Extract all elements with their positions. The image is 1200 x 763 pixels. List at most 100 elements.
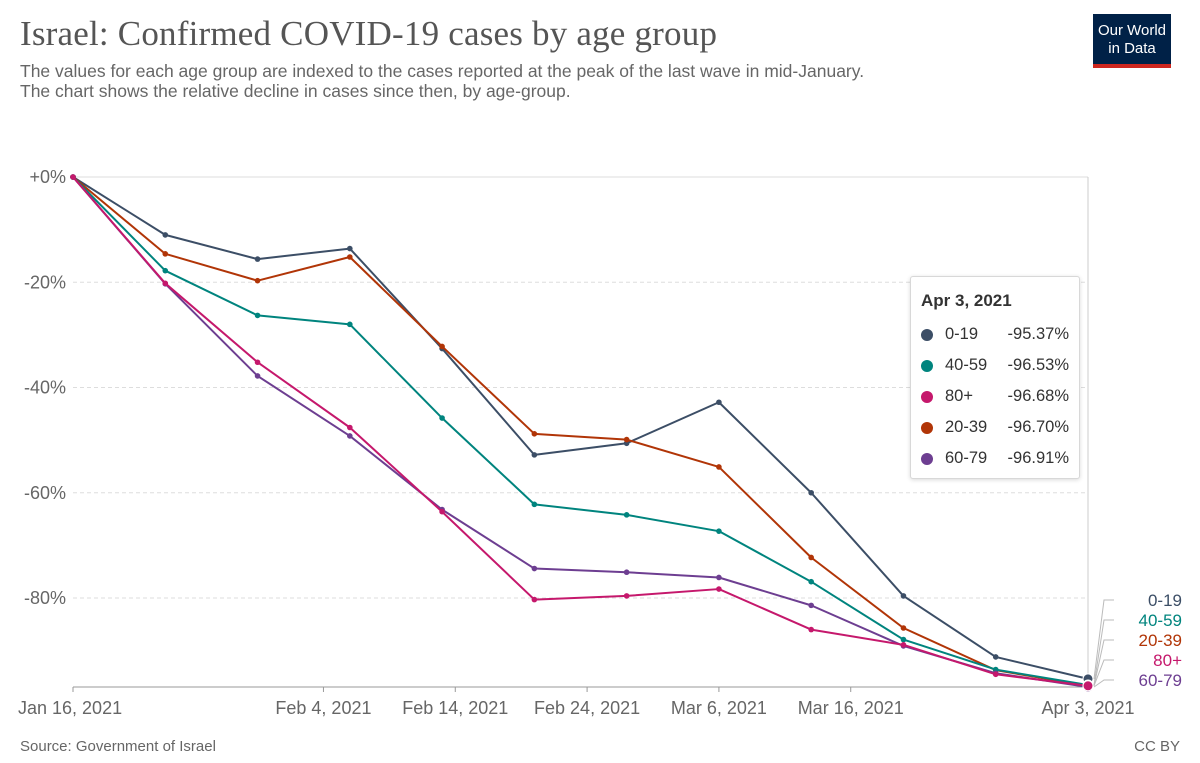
tooltip-dot xyxy=(921,359,933,372)
data-point xyxy=(162,267,169,274)
data-point xyxy=(439,343,445,350)
x-tick-label: Mar 6, 2021 xyxy=(671,698,767,718)
data-point xyxy=(623,569,630,576)
data-point xyxy=(900,636,907,643)
data-point xyxy=(254,373,261,379)
data-point xyxy=(439,415,445,421)
data-point xyxy=(808,626,814,633)
y-tick-label: -20% xyxy=(24,272,66,292)
end-label-0-19: 0-19 xyxy=(1148,591,1182,610)
tooltip-dot xyxy=(921,452,933,465)
end-label-20-39: 20-39 xyxy=(1139,631,1182,650)
series-line-40-59 xyxy=(72,176,1089,686)
data-point xyxy=(254,359,261,366)
tooltip-series-name: 80+ xyxy=(945,387,973,405)
chart-subtitle: The values for each age group are indexe… xyxy=(20,61,920,101)
data-point xyxy=(531,565,538,572)
data-point xyxy=(808,602,814,609)
data-point xyxy=(531,596,538,603)
data-point xyxy=(162,232,169,238)
data-point xyxy=(531,431,538,437)
end-label-60-79: 60-79 xyxy=(1139,671,1182,690)
data-point xyxy=(716,464,722,470)
data-point xyxy=(162,251,169,257)
line-chart[interactable]: +0% -20% -40% -60% -80% Jan 16, 2021 Feb 4, 2… xyxy=(0,0,1200,735)
tooltip-series-name: 60-79 xyxy=(945,449,988,467)
data-point xyxy=(531,501,538,508)
subtitle-line-1: The values for each age group are indexe… xyxy=(20,61,865,81)
hover-tooltip: Apr 3, 2021 0-19 -95.37% 40-59 -96.53% 8… xyxy=(910,276,1080,479)
series-line-0-19 xyxy=(72,176,1089,680)
data-point xyxy=(254,277,261,284)
data-point xyxy=(347,321,353,328)
data-point xyxy=(439,508,445,515)
y-axis-ticks: +0% -20% -40% -60% -80% xyxy=(24,167,66,608)
series-line-20-39 xyxy=(72,176,1089,687)
tooltip-series-value: -96.91% xyxy=(1007,449,1069,467)
x-tick-label: Mar 16, 2021 xyxy=(798,698,904,718)
tooltip-row: 60-79 -96.91% xyxy=(921,443,1069,474)
end-label-40-59: 40-59 xyxy=(1139,611,1182,630)
end-label-leader xyxy=(1093,639,1114,687)
tooltip-series-value: -95.37% xyxy=(1007,325,1069,343)
x-tick-label: Feb 24, 2021 xyxy=(534,698,640,718)
data-point xyxy=(716,586,722,592)
x-tick-label: Feb 14, 2021 xyxy=(402,698,508,718)
tooltip-series-name: 20-39 xyxy=(945,418,988,436)
tooltip-dot xyxy=(921,421,933,434)
data-point xyxy=(623,593,630,599)
tooltip-series-name: 40-59 xyxy=(945,356,988,374)
data-point xyxy=(716,574,722,581)
tooltip-dot xyxy=(921,390,933,403)
chart-title: Israel: Confirmed COVID-19 cases by age … xyxy=(20,14,718,53)
owid-logo[interactable]: Our World in Data xyxy=(1093,14,1171,68)
end-label-leader xyxy=(1093,679,1114,688)
data-point xyxy=(531,452,538,458)
logo-line-2: in Data xyxy=(1108,40,1156,57)
data-point xyxy=(347,245,353,252)
end-label-leader xyxy=(1093,599,1114,679)
tooltip-row: 80+ -96.68% xyxy=(921,381,1069,412)
data-point xyxy=(254,312,261,319)
data-point xyxy=(900,593,907,599)
x-tick-label: Apr 3, 2021 xyxy=(1041,698,1134,718)
data-point xyxy=(716,528,722,534)
hover-point xyxy=(1082,680,1094,692)
data-point xyxy=(808,489,814,496)
tooltip-row: 40-59 -96.53% xyxy=(921,350,1069,381)
tooltip-row: 0-19 -95.37% xyxy=(921,319,1069,350)
data-point xyxy=(347,424,353,431)
y-tick-label: +0% xyxy=(29,167,66,187)
end-label-leader xyxy=(1093,619,1114,686)
data-point xyxy=(254,256,261,262)
tooltip-series-value: -96.70% xyxy=(1007,418,1069,436)
data-point xyxy=(162,280,169,287)
data-point xyxy=(992,671,999,678)
data-point xyxy=(900,625,907,631)
end-label-80+: 80+ xyxy=(1153,651,1182,670)
tooltip-date: Apr 3, 2021 xyxy=(921,291,1012,310)
data-point xyxy=(716,399,722,406)
tooltip-row: 20-39 -96.70% xyxy=(921,412,1069,443)
x-tick-label: Jan 16, 2021 xyxy=(18,698,122,718)
tooltip-series-value: -96.68% xyxy=(1007,387,1069,405)
y-tick-label: -40% xyxy=(24,378,66,398)
data-point xyxy=(623,512,630,518)
end-label-leader xyxy=(1093,659,1114,686)
source-note: Source: Government of Israel xyxy=(20,738,216,755)
y-tick-label: -80% xyxy=(24,588,66,608)
x-axis: Jan 16, 2021 Feb 4, 2021 Feb 14, 2021 Feb 2… xyxy=(18,686,1135,718)
series-lines xyxy=(70,174,1094,693)
data-point xyxy=(347,433,353,439)
tooltip-series-value: -96.53% xyxy=(1007,356,1069,374)
y-tick-label: -60% xyxy=(24,483,66,503)
x-tick-label: Feb 4, 2021 xyxy=(275,698,371,718)
subtitle-line-2: The chart shows the relative decline in … xyxy=(20,81,571,101)
data-point xyxy=(623,436,630,443)
tooltip-dot xyxy=(921,328,933,341)
data-point xyxy=(70,174,76,180)
license-link[interactable]: CC BY xyxy=(1134,738,1180,755)
data-point xyxy=(347,254,353,260)
logo-line-1: Our World xyxy=(1097,22,1167,39)
